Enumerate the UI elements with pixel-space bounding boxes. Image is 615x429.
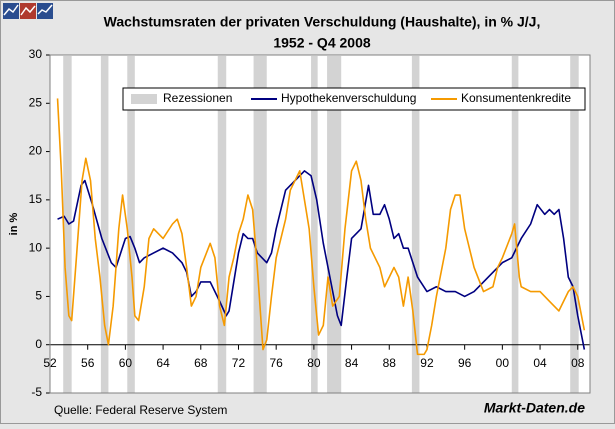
x-tick-label: 04 [533,356,547,370]
legend-swatch [131,94,157,104]
y-tick-label: 10 [29,240,43,254]
recession-band [253,56,267,393]
x-tick-label: 60 [119,356,133,370]
y-tick-label: 5 [35,289,42,303]
logo [3,3,53,19]
x-tick-label: 00 [496,356,510,370]
x-tick-label: 64 [156,356,170,370]
x-tick-label: 88 [383,356,397,370]
recession-band [411,56,420,393]
series-line [56,98,586,356]
recession-band [63,56,72,393]
legend-label: Hypothekenverschuldung [281,91,416,105]
y-tick-label: 20 [29,144,43,158]
x-tick-label: 68 [194,356,208,370]
legend-label: Rezessionen [163,91,232,105]
y-axis-label: in % [8,212,20,235]
x-tick-label: 76 [269,356,283,370]
y-tick-label: 15 [29,192,43,206]
recession-band [217,56,227,393]
recession-band [100,56,109,393]
recession-band [570,56,579,393]
chart-subtitle: 1952 - Q4 2008 [273,35,371,51]
y-tick-label: -5 [31,385,42,399]
x-tick-label: 72 [232,356,246,370]
x-tick-label: 56 [81,356,95,370]
y-tick-label: 30 [29,47,43,61]
x-tick-label: 92 [420,356,434,370]
x-tick-label: 80 [307,356,321,370]
chart-title: Wachstumsraten der privaten Verschuldung… [104,14,541,30]
recession-band [311,56,318,393]
legend-label: Konsumentenkredite [461,91,571,105]
x-tick-label: 08 [571,356,585,370]
plot-area [49,54,591,394]
brand: Markt-Daten.de [484,400,585,416]
y-tick-label: 0 [35,337,42,351]
recession-band [327,56,342,393]
x-tick-label: 84 [345,356,359,370]
y-tick-label: 25 [29,95,43,109]
x-tick-label: 96 [458,356,472,370]
recession-band [127,56,135,393]
legend-box [122,87,586,111]
source: Quelle: Federal Reserve System [54,403,227,417]
